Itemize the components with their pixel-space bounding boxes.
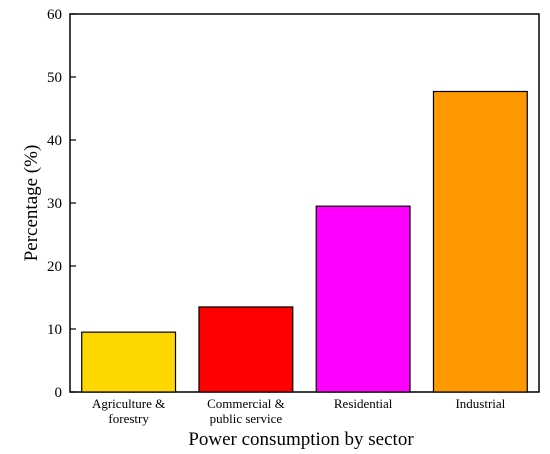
x-tick-label: public service (210, 411, 283, 426)
x-tick-label: Agriculture & (92, 396, 165, 411)
y-tick-label: 20 (47, 259, 62, 275)
bar (315, 205, 411, 393)
y-axis-ticks: 0 10 20 30 40 50 60 (47, 7, 76, 401)
bars (81, 90, 528, 393)
y-tick-label: 0 (55, 385, 63, 401)
bar (432, 90, 528, 393)
bar (198, 306, 294, 393)
bar (81, 331, 177, 393)
y-axis-title: Percentage (%) (21, 145, 42, 262)
x-tick-label: forestry (108, 411, 149, 426)
x-tick-label: Commercial & (207, 396, 285, 411)
category-labels: Agriculture &forestry Commercial &public … (92, 396, 506, 426)
x-axis-title: Power consumption by sector (188, 429, 414, 450)
x-tick-label: Residential (334, 396, 393, 411)
y-tick-label: 30 (47, 196, 62, 212)
y-tick-label: 40 (47, 133, 62, 149)
y-tick-label: 60 (47, 7, 62, 23)
y-tick-label: 50 (47, 70, 62, 86)
x-tick-label: Industrial (455, 396, 505, 411)
y-tick-label: 10 (47, 322, 62, 338)
